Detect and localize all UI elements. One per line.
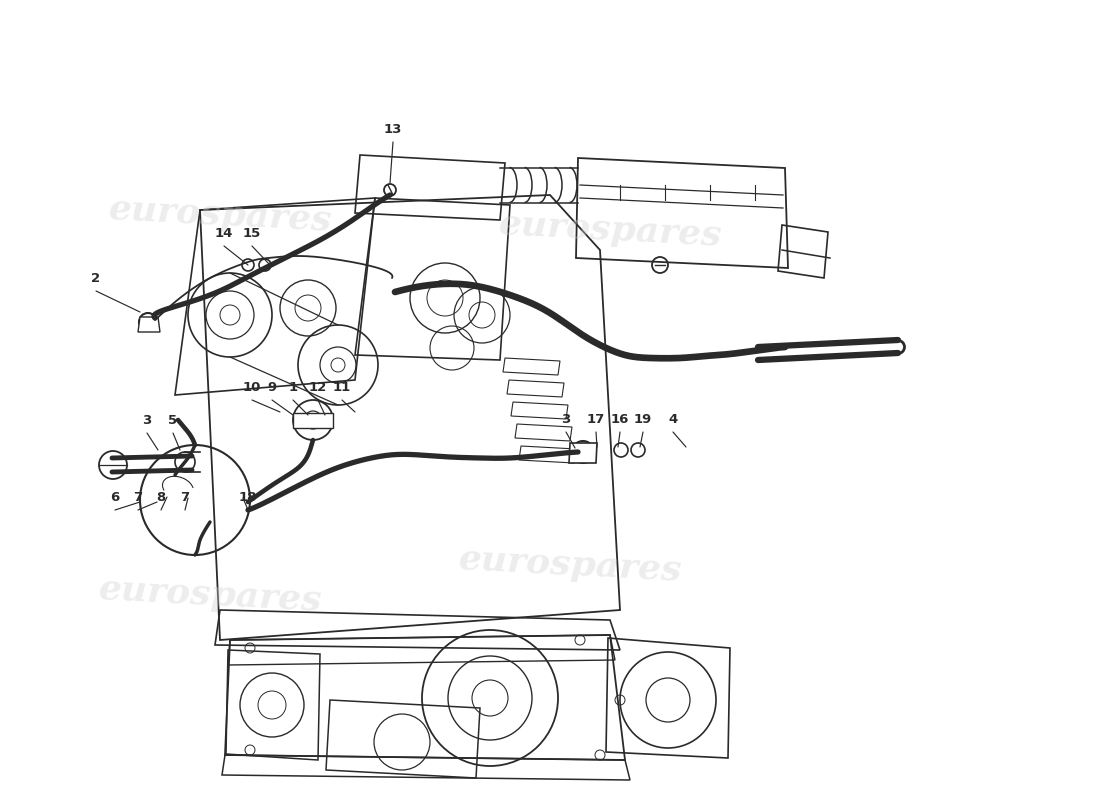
Text: 18: 18 bbox=[239, 491, 257, 504]
Text: 14: 14 bbox=[214, 227, 233, 240]
Polygon shape bbox=[138, 317, 160, 332]
Text: 7: 7 bbox=[180, 491, 189, 504]
Text: 8: 8 bbox=[156, 491, 166, 504]
Text: eurospares: eurospares bbox=[497, 207, 723, 253]
Text: 19: 19 bbox=[634, 413, 652, 426]
Polygon shape bbox=[569, 443, 597, 463]
Text: 6: 6 bbox=[110, 491, 120, 504]
Text: 10: 10 bbox=[243, 381, 261, 394]
Text: 15: 15 bbox=[243, 227, 261, 240]
Text: 1: 1 bbox=[288, 381, 298, 394]
Text: 7: 7 bbox=[133, 491, 143, 504]
Text: 3: 3 bbox=[142, 414, 152, 427]
Text: 12: 12 bbox=[309, 381, 327, 394]
Text: 9: 9 bbox=[267, 381, 276, 394]
Text: 5: 5 bbox=[168, 414, 177, 427]
Text: 16: 16 bbox=[610, 413, 629, 426]
Polygon shape bbox=[293, 413, 333, 428]
Text: eurospares: eurospares bbox=[98, 572, 322, 618]
Text: 3: 3 bbox=[561, 413, 571, 426]
Text: 4: 4 bbox=[669, 413, 678, 426]
Text: 17: 17 bbox=[587, 413, 605, 426]
Text: eurospares: eurospares bbox=[458, 542, 683, 588]
Text: 13: 13 bbox=[384, 123, 403, 136]
Text: 2: 2 bbox=[91, 272, 100, 285]
Text: 11: 11 bbox=[333, 381, 351, 394]
Text: eurospares: eurospares bbox=[108, 192, 332, 238]
